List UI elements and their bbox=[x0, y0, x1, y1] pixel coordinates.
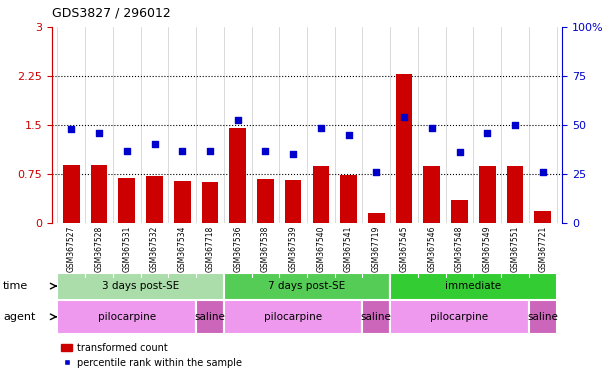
Bar bbox=[224, 300, 362, 334]
Point bbox=[316, 125, 326, 131]
Point bbox=[67, 126, 76, 132]
Bar bbox=[313, 166, 329, 223]
Point bbox=[122, 148, 132, 154]
Text: saline: saline bbox=[361, 312, 392, 322]
Legend: transformed count, percentile rank within the sample: transformed count, percentile rank withi… bbox=[57, 339, 246, 372]
Bar bbox=[202, 182, 218, 223]
Bar bbox=[390, 300, 529, 334]
Text: pilocarpine: pilocarpine bbox=[264, 312, 322, 322]
Bar bbox=[224, 273, 390, 300]
Point bbox=[288, 151, 298, 157]
Bar bbox=[57, 273, 224, 300]
Bar bbox=[529, 300, 557, 334]
Bar bbox=[91, 165, 108, 223]
Text: saline: saline bbox=[527, 312, 558, 322]
Bar bbox=[119, 178, 135, 223]
Point bbox=[150, 141, 159, 147]
Bar bbox=[257, 179, 274, 223]
Text: time: time bbox=[3, 281, 28, 291]
Text: 7 days post-SE: 7 days post-SE bbox=[268, 281, 346, 291]
Bar bbox=[507, 166, 523, 223]
Text: 3 days post-SE: 3 days post-SE bbox=[102, 281, 179, 291]
Bar bbox=[535, 211, 551, 223]
Point bbox=[177, 148, 187, 154]
Text: saline: saline bbox=[194, 312, 225, 322]
Bar bbox=[423, 166, 440, 223]
Bar bbox=[63, 165, 79, 223]
Bar bbox=[229, 128, 246, 223]
Point bbox=[538, 169, 547, 175]
Text: GDS3827 / 296012: GDS3827 / 296012 bbox=[52, 6, 170, 19]
Point bbox=[399, 114, 409, 120]
Bar bbox=[146, 176, 163, 223]
Point bbox=[344, 131, 354, 138]
Point bbox=[510, 122, 520, 128]
Bar bbox=[390, 273, 557, 300]
Point bbox=[371, 169, 381, 175]
Bar bbox=[285, 180, 301, 223]
Bar bbox=[196, 300, 224, 334]
Point bbox=[94, 129, 104, 136]
Text: pilocarpine: pilocarpine bbox=[431, 312, 489, 322]
Bar bbox=[362, 300, 390, 334]
Text: immediate: immediate bbox=[445, 281, 502, 291]
Bar bbox=[368, 213, 385, 223]
Bar bbox=[396, 74, 412, 223]
Text: agent: agent bbox=[3, 312, 35, 322]
Bar bbox=[174, 181, 191, 223]
Bar bbox=[479, 166, 496, 223]
Bar bbox=[57, 300, 196, 334]
Point bbox=[455, 149, 464, 155]
Point bbox=[233, 117, 243, 123]
Bar bbox=[451, 200, 468, 223]
Point bbox=[482, 129, 492, 136]
Point bbox=[260, 148, 270, 154]
Point bbox=[205, 148, 215, 154]
Point bbox=[427, 125, 437, 131]
Text: pilocarpine: pilocarpine bbox=[98, 312, 156, 322]
Bar bbox=[340, 175, 357, 223]
